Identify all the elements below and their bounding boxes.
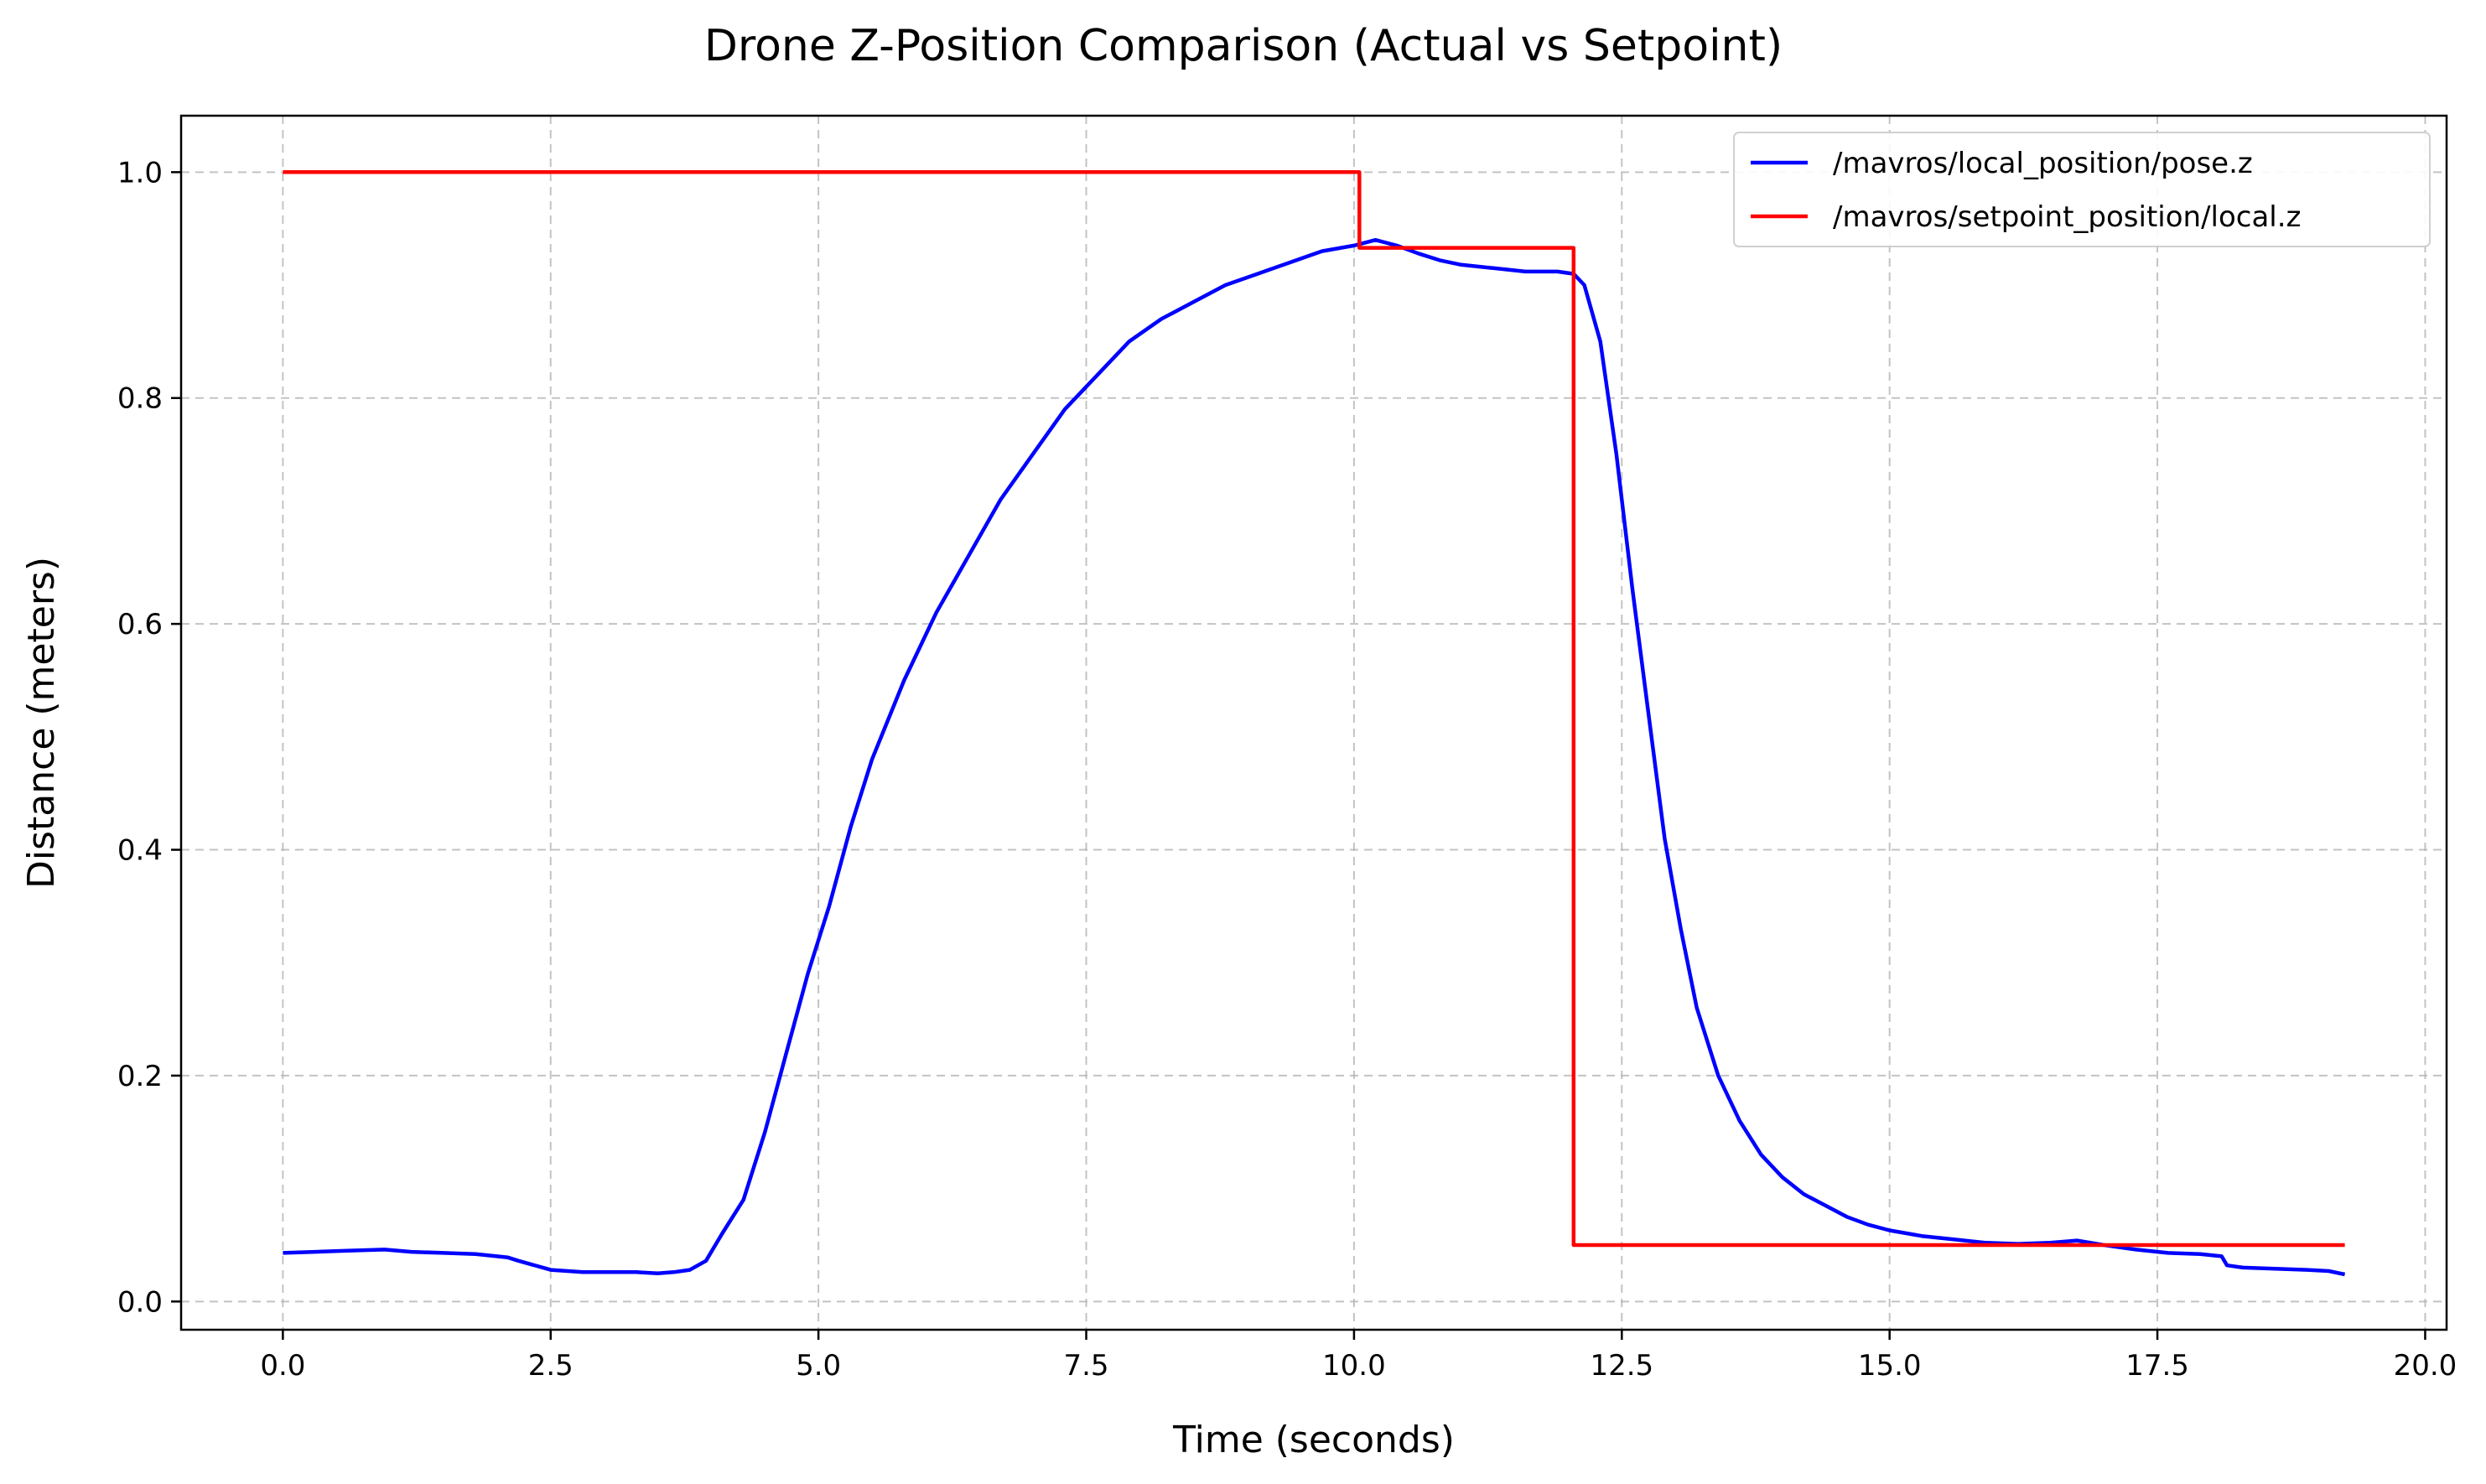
x-tick-label: 20.0 (2394, 1349, 2457, 1383)
series-layer (283, 170, 2346, 1277)
x-tick-label: 0.0 (260, 1349, 305, 1383)
x-tick-label: 17.5 (2125, 1349, 2189, 1383)
legend: /mavros/local_position/pose.z/mavros/set… (1733, 132, 2431, 247)
x-axis-label: Time (seconds) (1172, 1419, 1455, 1461)
y-tick-label: 0.6 (117, 608, 163, 641)
y-tick-label: 0.8 (117, 382, 163, 416)
legend-box (1733, 132, 2431, 247)
legend-label-1: /mavros/local_position/pose.z (1833, 147, 2253, 180)
y-tick-label: 0.0 (117, 1285, 163, 1319)
axes-frame (179, 114, 2448, 1331)
y-axis-label: Distance (meters) (20, 557, 63, 889)
x-tick-label: 2.5 (528, 1349, 573, 1383)
chart-title: Drone Z-Position Comparison (Actual vs S… (704, 21, 1783, 71)
x-tick-label: 5.0 (796, 1349, 841, 1383)
x-axis: 0.0 2.5 5.0 7.5 10.0 12.5 15.0 17.5 20.0 (260, 1330, 2457, 1383)
y-tick-label: 0.2 (117, 1060, 163, 1093)
y-tick-label: 0.4 (117, 834, 163, 868)
grid (181, 116, 2447, 1330)
y-axis: 0.0 0.2 0.4 0.6 0.8 1.0 (117, 156, 181, 1319)
legend-label-2: /mavros/setpoint_position/local.z (1833, 200, 2301, 234)
series-line-2 (283, 170, 2345, 1248)
x-tick-label: 12.5 (1590, 1349, 1653, 1383)
x-tick-label: 10.0 (1322, 1349, 1386, 1383)
y-tick-label: 1.0 (117, 156, 163, 189)
series-line-1 (283, 237, 2346, 1277)
x-tick-label: 15.0 (1858, 1349, 1922, 1383)
x-tick-label: 7.5 (1063, 1349, 1108, 1383)
